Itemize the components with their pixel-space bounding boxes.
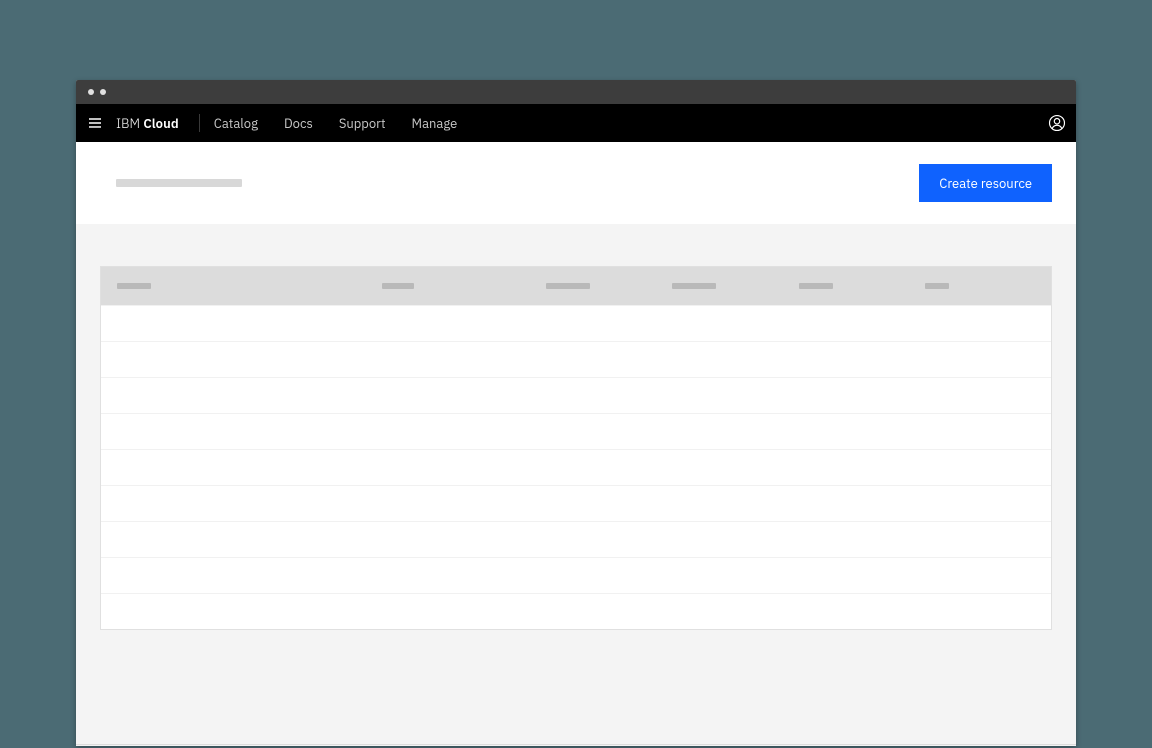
- content-area: [76, 224, 1076, 744]
- resource-table: [100, 266, 1052, 630]
- table-row[interactable]: [101, 557, 1051, 593]
- page-header: Create resource: [76, 142, 1076, 224]
- table-row[interactable]: [101, 449, 1051, 485]
- window-titlebar: [76, 80, 1076, 104]
- table-row[interactable]: [101, 377, 1051, 413]
- nav-link-support[interactable]: Support: [339, 115, 386, 132]
- column-header-skeleton: [546, 283, 590, 289]
- nav-link-manage[interactable]: Manage: [412, 115, 458, 132]
- brand[interactable]: IBM Cloud: [114, 115, 191, 132]
- nav-link-docs[interactable]: Docs: [284, 115, 313, 132]
- nav-link-catalog[interactable]: Catalog: [214, 115, 258, 132]
- brand-light: IBM: [116, 115, 143, 132]
- nav-links: Catalog Docs Support Manage: [214, 115, 458, 132]
- column-header-skeleton: [382, 283, 414, 289]
- window-dot: [100, 89, 106, 95]
- column-header-skeleton: [799, 283, 833, 289]
- table-row[interactable]: [101, 305, 1051, 341]
- table-row[interactable]: [101, 593, 1051, 629]
- table-body: [101, 305, 1051, 629]
- column-header-skeleton: [925, 283, 949, 289]
- table-row[interactable]: [101, 521, 1051, 557]
- table-header: [101, 267, 1051, 305]
- window-dot: [88, 89, 94, 95]
- window-bottom-shadow: [76, 744, 1076, 746]
- table-row[interactable]: [101, 485, 1051, 521]
- brand-bold: Cloud: [143, 115, 178, 132]
- create-resource-button[interactable]: Create resource: [919, 164, 1052, 202]
- table-row[interactable]: [101, 413, 1051, 449]
- browser-window: IBM Cloud Catalog Docs Support Manage Creat…: [76, 80, 1076, 746]
- page-title-skeleton: [116, 179, 242, 187]
- nav-separator: [199, 114, 200, 132]
- top-nav: IBM Cloud Catalog Docs Support Manage: [76, 104, 1076, 142]
- column-header-skeleton: [672, 283, 716, 289]
- menu-icon[interactable]: [76, 115, 114, 131]
- column-header-skeleton: [117, 283, 151, 289]
- table-row[interactable]: [101, 341, 1051, 377]
- user-avatar-icon[interactable]: [1038, 114, 1076, 132]
